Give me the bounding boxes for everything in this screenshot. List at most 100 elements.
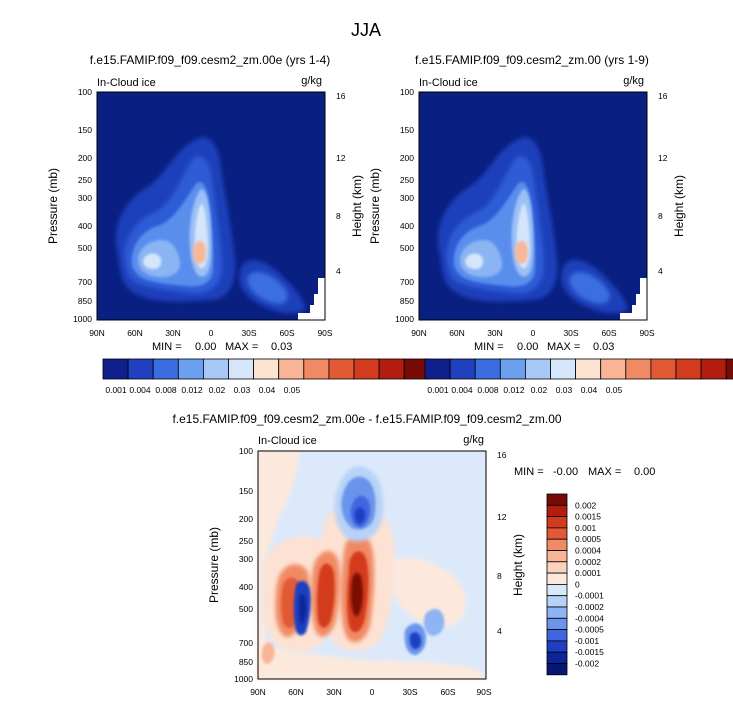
panel-2-cb-box-5 [550,358,577,380]
panel-3-title: f.e15.FAMIP.f09_f09.cesm2_zm.00e - f.e15… [172,412,561,426]
panel-1-ytick-250: 250 [78,175,92,185]
panel-1-cb-box-2 [152,358,179,380]
panel-1-ytick-150: 150 [78,125,92,135]
panel-1-ytick-850: 850 [78,296,92,306]
panel-2-cb-box-0 [424,358,451,380]
panel-2-cb-box-7 [600,358,627,380]
panel-1-field-label: In-Cloud ice [97,77,156,89]
panel-3-cb-label-10: -0.0004 [575,613,604,623]
panel-1-contours [115,137,305,314]
panel-2-xtick-30S: 30S [563,328,578,338]
panel-1-units: g/kg [301,75,322,87]
panel-1: f.e15.FAMIP.f09_f09.cesm2_zm.00e (yrs 1-… [46,53,430,395]
panel-2-ytick-150: 150 [400,125,414,135]
panel-3-field-label: In-Cloud ice [258,435,317,447]
panel-3-max-label: MAX = [588,466,621,478]
panel-1-max-label: MAX = [225,341,258,353]
panel-3-contours [258,451,486,679]
panel-2-ytick-850: 850 [400,296,414,306]
panel-1-cb-box-4 [202,358,229,380]
panel-3-units: g/kg [463,434,484,446]
panel-1-min-label: MIN = [152,341,182,353]
panel-3-cb-label-5: 0.0002 [575,557,601,567]
panel-2-cb-box-4 [525,358,551,380]
panel-1-cb-box-10 [353,358,380,380]
panel-2-ytick-400: 400 [400,221,414,231]
panel-1-cb-label-5: 0.03 [234,385,251,395]
panel-2-xtick-30N: 30N [487,328,503,338]
panel-3-cb-box-0 [546,493,568,506]
panel-2-y2tick-16: 16 [658,91,668,101]
panel-2-plot-area [418,91,648,321]
figure-title: JJA [351,20,381,40]
panel-2-ytick-300: 300 [400,193,414,203]
panel-3-min-label: MIN = [514,466,544,478]
panel-1-y2tick-4: 4 [336,266,341,276]
panel-1-colorbar-boxes [102,358,430,380]
panel-2-cb-box-9 [650,358,677,380]
panel-2-ytick-700: 700 [400,277,414,287]
panel-1-cb-box-11 [378,358,405,380]
panel-3: f.e15.FAMIP.f09_f09.cesm2_zm.00e - f.e15… [172,412,655,697]
panel-3-ytick-200: 200 [239,514,253,524]
panel-3-y-axis: 100 150 200 250 300 400 500 700 850 1000 [234,446,253,684]
panel-1-y2tick-12: 12 [336,153,346,163]
panel-1-y2label: Height (km) [350,175,364,237]
panel-3-cb-box-13 [546,640,568,653]
panel-1-min-value: 0.00 [195,341,216,353]
panel-2-cb-box-10 [675,358,702,380]
panel-2-y2label: Height (km) [672,175,686,237]
panel-1-xtick-0: 0 [209,328,214,338]
panel-1-cb-box-1 [127,358,154,380]
panel-2-max-label: MAX = [547,341,580,353]
panel-3-x-axis: 90N 60N 30N 0 30S 60S 90S [250,687,492,697]
panel-3-cb-box-4 [546,538,568,551]
panel-2-cb-box-11 [700,358,727,380]
panel-2-y2tick-12: 12 [658,153,668,163]
panel-2-cb-label-1: 0.004 [451,385,473,395]
panel-1-ytick-500: 500 [78,243,92,253]
panel-1-y2tick-8: 8 [336,211,341,221]
panel-3-cb-box-9 [546,595,568,608]
panel-2-cb-box-1 [449,358,476,380]
panel-3-cb-label-1: 0.0015 [575,512,601,522]
panel-2-y-axis: 100 150 200 250 300 400 500 700 850 1000 [395,87,414,324]
panel-1-cb-label-6: 0.04 [259,385,276,395]
panel-3-cb-box-6 [546,561,568,574]
panel-1-plot-frame [96,91,326,321]
panel-3-cb-box-11 [546,617,568,630]
panel-3-cb-label-14: -0.002 [575,659,599,669]
panel-1-ytick-700: 700 [78,277,92,287]
panel-2-contours [437,137,627,314]
panel-2-ytick-250: 250 [400,175,414,185]
panel-3-ytick-300: 300 [239,554,253,564]
panel-3-ytick-250: 250 [239,536,253,546]
panel-3-y2-axis: 16 12 8 4 [497,450,507,636]
panel-1-cb-box-5 [228,358,255,380]
panel-3-ytick-100: 100 [239,446,253,456]
panel-1-cb-box-7 [278,358,305,380]
panel-2-y2tick-4: 4 [658,266,663,276]
panel-3-ylabel: Pressure (mb) [207,527,221,603]
panel-2-y2tick-8: 8 [658,211,663,221]
panel-2-plot-frame [418,91,648,321]
panel-3-min-value: -0.00 [553,466,578,478]
panel-2-cb-box-2 [474,358,501,380]
panel-1-cb-label-1: 0.004 [129,385,151,395]
panel-2-cb-box-6 [575,358,602,380]
panel-3-ytick-150: 150 [239,486,253,496]
panel-2-xtick-90S: 90S [639,328,654,338]
panel-3-ytick-400: 400 [239,582,253,592]
panel-3-xtick-60S: 60S [440,687,455,697]
panel-1-xtick-60N: 60N [127,328,143,338]
panel-3-xtick-0: 0 [370,687,375,697]
panel-3-y2tick-16: 16 [497,450,507,460]
panel-2-cb-label-0: 0.001 [427,385,449,395]
panel-2-min-label: MIN = [474,341,504,353]
panel-1-xtick-60S: 60S [279,328,294,338]
panel-1-xtick-90N: 90N [89,328,105,338]
panel-1-max-value: 0.03 [271,341,292,353]
